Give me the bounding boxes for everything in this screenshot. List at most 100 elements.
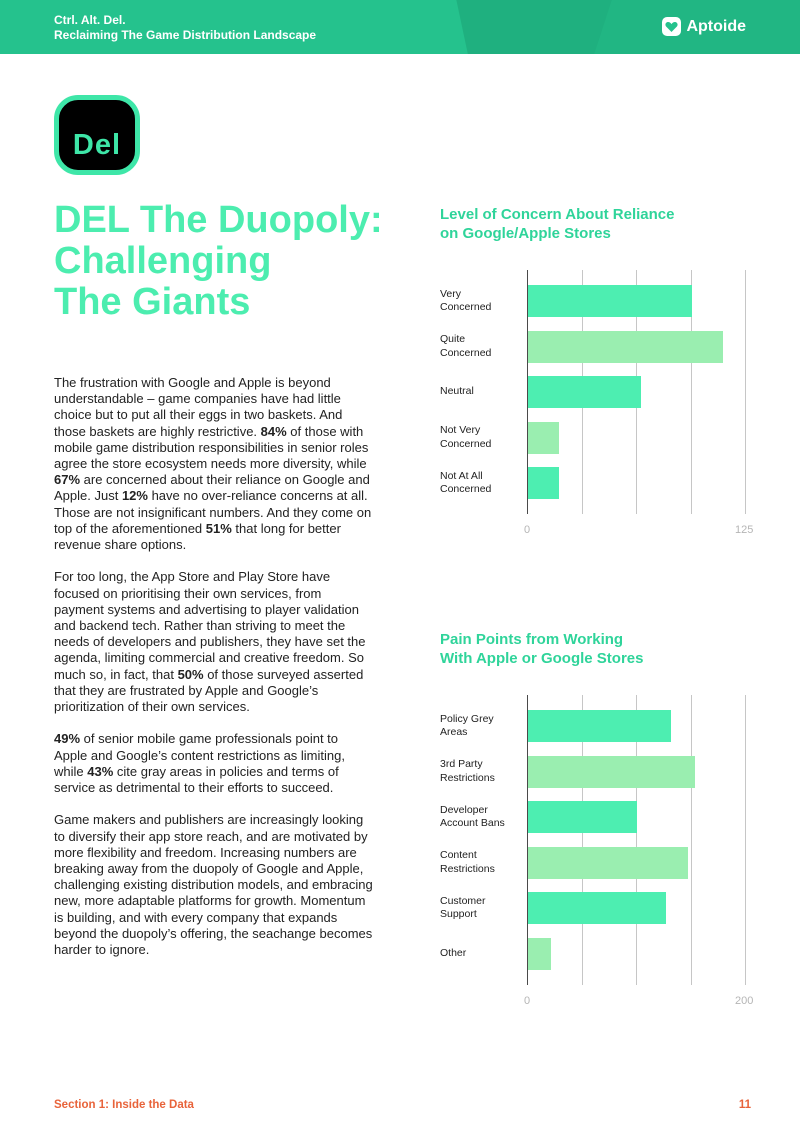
logo-text: Aptoide — [686, 17, 746, 35]
page-header: Ctrl. Alt. Del. Reclaiming The Game Dist… — [0, 0, 800, 54]
text-run: are concerned about their reliance on Go… — [54, 472, 370, 504]
text-run: of senior mobile game professionals poin… — [54, 731, 345, 779]
header-text: Ctrl. Alt. Del. Reclaiming The Game Dist… — [54, 13, 316, 43]
category-label-line: Account Bans — [440, 817, 505, 829]
x-tick-label: 0 — [524, 994, 531, 1007]
gridline — [636, 695, 637, 985]
bar — [528, 285, 692, 317]
bar — [528, 846, 689, 879]
gridline — [745, 695, 746, 985]
bar — [528, 330, 724, 363]
category-label-line: Concerned — [440, 346, 492, 359]
chart-title: Level of Concern About Reliance on Googl… — [440, 205, 770, 243]
chart-title-line-1: Level of Concern About Reliance — [440, 206, 675, 223]
title-line-1: DEL The Duopoly: — [54, 199, 383, 241]
header-line-2: Reclaiming The Game Distribution Landsca… — [54, 28, 317, 42]
x-tick-label: 125 — [735, 524, 754, 536]
text-run: that long for better revenue share optio… — [54, 520, 341, 553]
header-line-1: Ctrl. Alt. Del. — [54, 13, 126, 27]
category-label-line: Concerned — [440, 301, 492, 313]
category-label-line: Restrictions — [440, 771, 495, 784]
text-run: The frustration with Google and Apple is… — [54, 375, 343, 439]
text-run: of those surveyed asserted that they are… — [54, 666, 364, 715]
chart-title-line-1: Pain Points from Working — [440, 631, 624, 648]
chart-plot: Policy Grey Areas 3rd Party Restrictions Dev… — [440, 695, 770, 1013]
chart-plot: Very Concerned Quite Concerned Neutral Not Ve… — [440, 270, 770, 545]
category-label-line: Not Very — [440, 424, 481, 436]
y-axis-line — [527, 695, 528, 985]
category-label-line: Areas — [440, 726, 468, 738]
pain-points-chart: Pain Points from Working With Apple or G… — [440, 630, 770, 1007]
category-label: Content Restrictions — [440, 849, 526, 876]
bar — [528, 710, 671, 742]
category-label-line: Content — [440, 849, 477, 861]
stat-highlight: 84% — [260, 423, 287, 439]
category-label-line: Concerned — [440, 483, 492, 495]
stat-highlight: 50% — [177, 666, 204, 682]
category-label: Quite Concerned — [440, 333, 526, 360]
category-label-line: Support — [440, 908, 477, 920]
category-label: Policy Grey Areas — [440, 713, 526, 740]
title-line-2: Challenging — [54, 240, 272, 282]
category-label: Not Very Concerned — [440, 424, 526, 451]
text-run: Game makers and publishers are increasin… — [54, 812, 373, 958]
gridline — [690, 270, 692, 514]
stat-highlight: 49% — [54, 731, 81, 747]
text-run: For too long, the App Store and Play Sto… — [54, 569, 366, 682]
bar — [528, 376, 642, 408]
stat-highlight: 43% — [87, 763, 114, 779]
stat-highlight: 67% — [54, 472, 81, 488]
bar — [528, 755, 695, 788]
bar — [528, 801, 637, 833]
gridline — [745, 270, 746, 514]
heart-icon — [662, 17, 682, 36]
paragraph-3: 49% of senior mobile game professionals … — [54, 731, 374, 796]
chart-title-line-2: on Google/Apple Stores — [440, 225, 611, 242]
bar — [528, 421, 560, 454]
del-badge: Del — [54, 95, 140, 175]
chart-title-line-2: With Apple or Google Stores — [440, 650, 644, 667]
category-label-line: Neutral — [440, 385, 474, 398]
category-label: 3rd Party Restrictions — [440, 758, 526, 785]
category-label-line: Customer — [440, 894, 486, 907]
category-label-line: Policy Grey — [440, 712, 494, 725]
title-line-3: The Giants — [54, 281, 251, 323]
aptoide-logo: Aptoide — [662, 17, 746, 36]
y-axis-line — [527, 270, 528, 514]
gridline — [690, 695, 692, 985]
category-label: Very Concerned — [440, 288, 526, 315]
chart-title: Pain Points from Working With Apple or G… — [440, 630, 770, 668]
text-run: cite gray areas in policies and terms of… — [54, 763, 339, 796]
category-label: Not At All Concerned — [440, 470, 526, 497]
paragraph-2: For too long, the App Store and Play Sto… — [54, 569, 374, 715]
x-tick-label: 200 — [735, 994, 754, 1007]
footer-section-label: Section 1: Inside the Data — [54, 1099, 194, 1111]
page-title: DEL The Duopoly: Challenging The Giants — [54, 200, 424, 323]
bar — [528, 467, 560, 499]
category-label-line: Concerned — [440, 437, 492, 450]
category-label: Developer Account Bans — [440, 804, 526, 831]
paragraph-1: The frustration with Google and Apple is… — [54, 375, 374, 553]
stat-highlight: 51% — [205, 520, 232, 536]
category-label-line: Not At All — [440, 469, 483, 482]
page-number: 11 — [738, 1099, 751, 1111]
concern-level-chart: Level of Concern About Reliance on Googl… — [440, 205, 770, 536]
category-label-line: 3rd Party — [440, 758, 483, 770]
bar — [528, 937, 551, 970]
bar — [528, 892, 667, 924]
category-label: Customer Support — [440, 895, 526, 922]
category-label-line: Quite — [440, 333, 466, 345]
paragraph-4: Game makers and publishers are increasin… — [54, 812, 374, 958]
x-tick-label: 0 — [524, 524, 531, 536]
category-label-line: Developer — [440, 803, 488, 816]
stat-highlight: 12% — [121, 488, 148, 504]
body-text: The frustration with Google and Apple is… — [54, 375, 374, 974]
category-label-line: Very — [440, 287, 462, 300]
gridline — [581, 695, 583, 985]
badge-text: Del — [72, 129, 122, 161]
text-run: have no over-reliance concerns at all. T… — [54, 488, 372, 536]
category-label: Other — [440, 947, 526, 961]
text-run: of those with mobile game distribution r… — [54, 423, 369, 472]
category-label-line: Restrictions — [440, 862, 495, 875]
category-label: Neutral — [440, 385, 526, 399]
